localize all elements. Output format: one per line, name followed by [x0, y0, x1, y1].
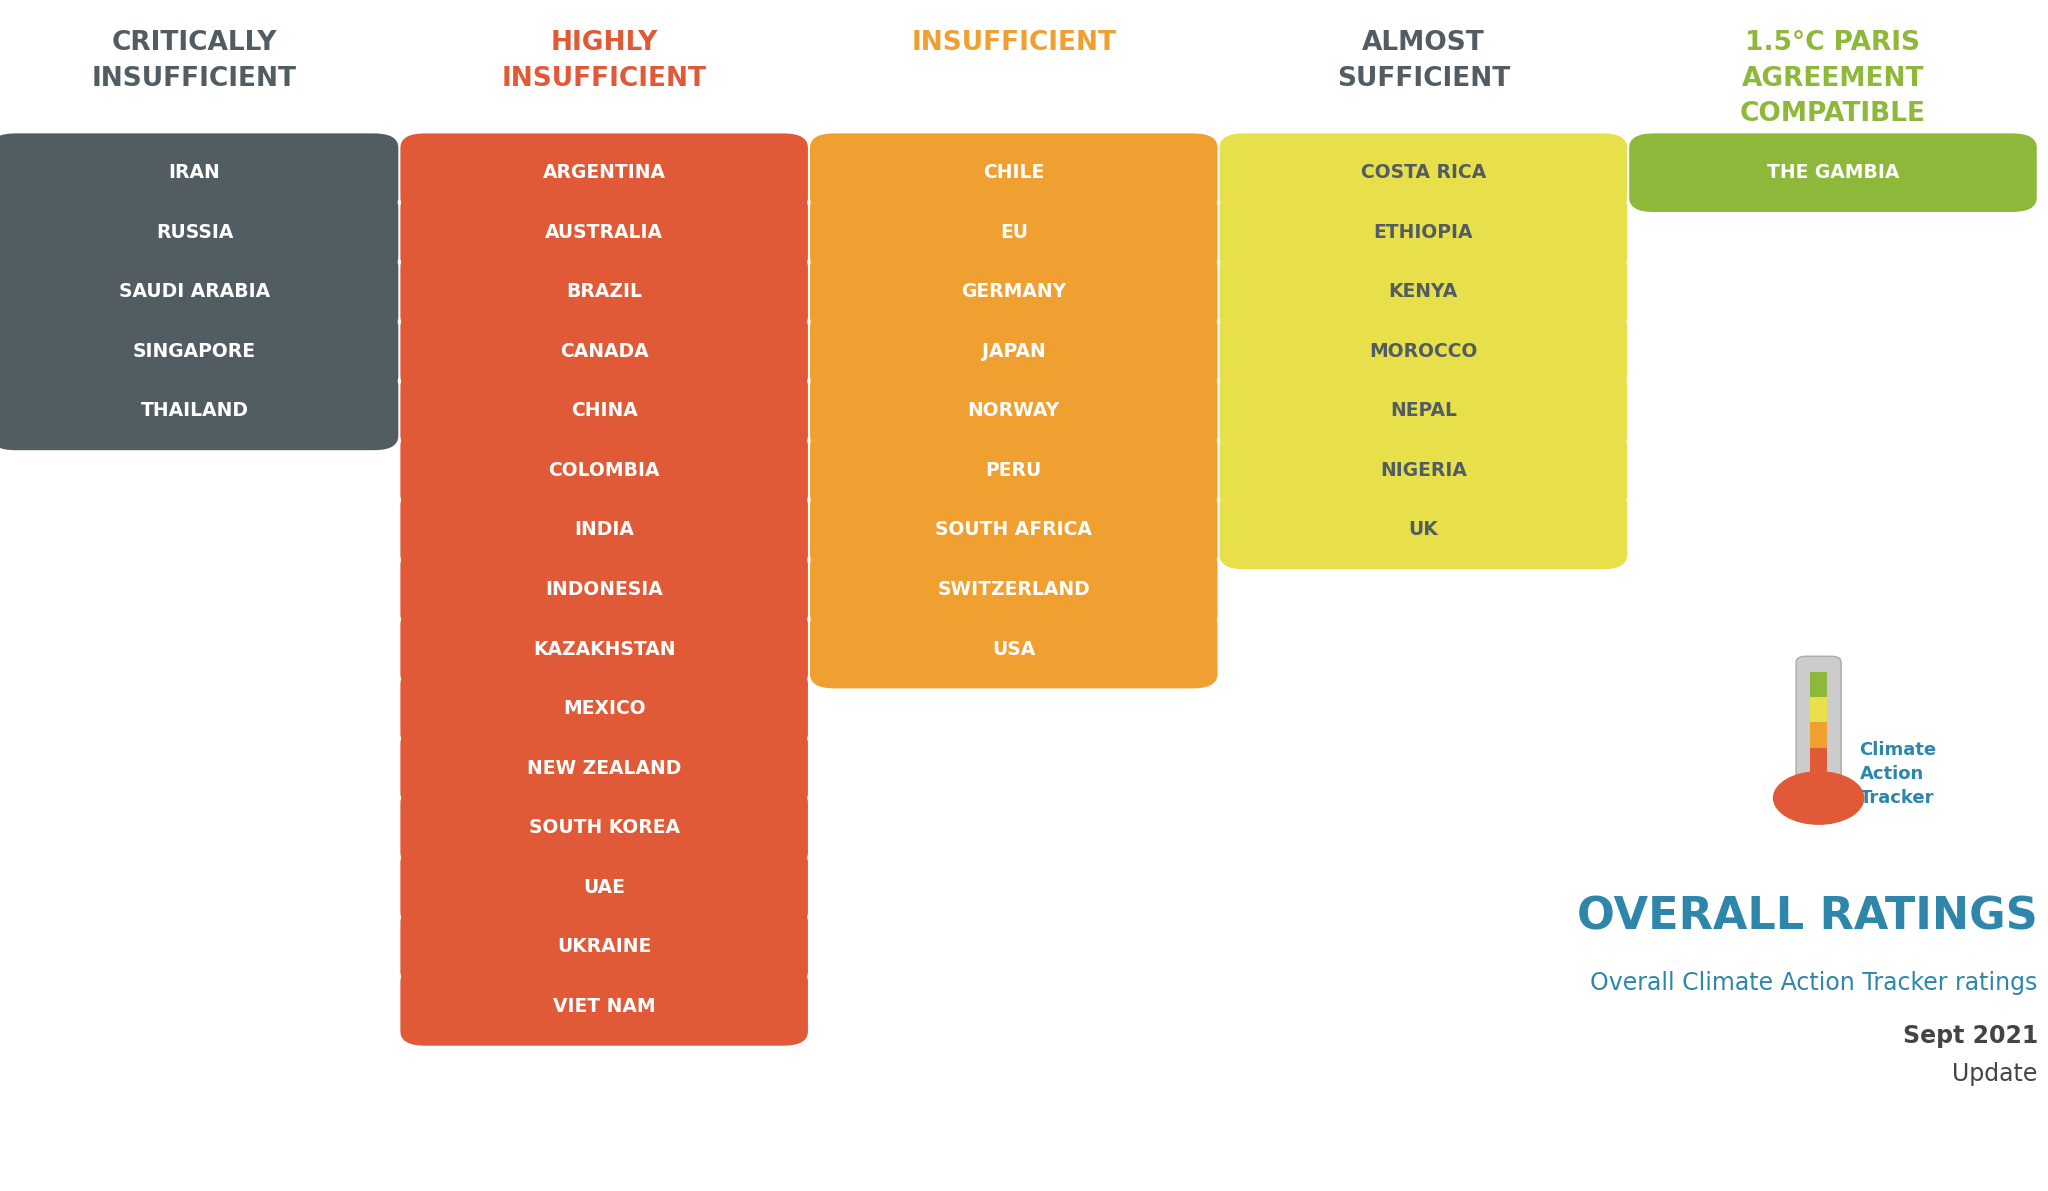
FancyBboxPatch shape	[809, 550, 1217, 629]
Text: Tracker: Tracker	[1860, 788, 1933, 807]
Text: NEPAL: NEPAL	[1391, 401, 1456, 420]
Text: NIGERIA: NIGERIA	[1380, 461, 1466, 480]
Text: INSUFFICIENT: INSUFFICIENT	[911, 30, 1116, 56]
FancyBboxPatch shape	[809, 491, 1217, 569]
FancyBboxPatch shape	[1810, 748, 1827, 773]
Text: ARGENTINA: ARGENTINA	[543, 163, 666, 182]
Text: KAZAKHSTAN: KAZAKHSTAN	[532, 640, 676, 659]
Text: JAPAN: JAPAN	[981, 342, 1047, 361]
Text: SOUTH KOREA: SOUTH KOREA	[528, 818, 680, 837]
FancyBboxPatch shape	[1796, 656, 1841, 781]
FancyBboxPatch shape	[809, 312, 1217, 391]
Text: SOUTH AFRICA: SOUTH AFRICA	[936, 520, 1092, 540]
Text: Sept 2021: Sept 2021	[1903, 1024, 2038, 1048]
FancyBboxPatch shape	[0, 133, 397, 212]
FancyBboxPatch shape	[809, 252, 1217, 331]
Text: COSTA RICA: COSTA RICA	[1360, 163, 1487, 182]
Text: EU: EU	[999, 223, 1028, 242]
Text: MOROCCO: MOROCCO	[1370, 342, 1477, 361]
Text: THAILAND: THAILAND	[141, 401, 248, 420]
Text: UKRAINE: UKRAINE	[557, 937, 651, 956]
FancyBboxPatch shape	[399, 669, 807, 748]
FancyBboxPatch shape	[399, 312, 807, 391]
Text: CRITICALLY: CRITICALLY	[113, 30, 276, 56]
Text: 1.5°C PARIS: 1.5°C PARIS	[1745, 30, 1921, 56]
FancyBboxPatch shape	[1219, 133, 1626, 212]
FancyBboxPatch shape	[399, 491, 807, 569]
FancyBboxPatch shape	[399, 729, 807, 807]
Text: SWITZERLAND: SWITZERLAND	[938, 580, 1090, 599]
Text: UAE: UAE	[584, 878, 625, 897]
Text: GERMANY: GERMANY	[961, 282, 1067, 301]
FancyBboxPatch shape	[399, 908, 807, 986]
FancyBboxPatch shape	[1219, 431, 1626, 510]
Text: Update: Update	[1952, 1062, 2038, 1086]
Text: SAUDI ARABIA: SAUDI ARABIA	[119, 282, 270, 301]
Text: NEW ZEALAND: NEW ZEALAND	[526, 759, 682, 778]
Text: AGREEMENT: AGREEMENT	[1741, 66, 1925, 92]
FancyBboxPatch shape	[1810, 722, 1827, 748]
FancyBboxPatch shape	[809, 372, 1217, 450]
Text: CHINA: CHINA	[571, 401, 637, 420]
FancyBboxPatch shape	[809, 431, 1217, 510]
FancyBboxPatch shape	[1810, 697, 1827, 722]
Text: INDONESIA: INDONESIA	[545, 580, 664, 599]
FancyBboxPatch shape	[0, 372, 397, 450]
FancyBboxPatch shape	[1630, 133, 2036, 212]
FancyBboxPatch shape	[1219, 491, 1626, 569]
FancyBboxPatch shape	[399, 372, 807, 450]
FancyBboxPatch shape	[399, 550, 807, 629]
FancyBboxPatch shape	[399, 610, 807, 688]
FancyBboxPatch shape	[809, 610, 1217, 688]
Text: AUSTRALIA: AUSTRALIA	[545, 223, 664, 242]
Text: USA: USA	[991, 640, 1036, 659]
Text: CHILE: CHILE	[983, 163, 1044, 182]
Text: CANADA: CANADA	[559, 342, 649, 361]
Text: NORWAY: NORWAY	[969, 401, 1059, 420]
FancyBboxPatch shape	[1219, 252, 1626, 331]
Text: HIGHLY: HIGHLY	[551, 30, 657, 56]
Text: PERU: PERU	[985, 461, 1042, 480]
FancyBboxPatch shape	[809, 193, 1217, 272]
FancyBboxPatch shape	[0, 193, 397, 272]
Text: RUSSIA: RUSSIA	[156, 223, 233, 242]
FancyBboxPatch shape	[399, 788, 807, 867]
Text: Overall Climate Action Tracker ratings: Overall Climate Action Tracker ratings	[1591, 971, 2038, 994]
Text: SINGAPORE: SINGAPORE	[133, 342, 256, 361]
Text: COMPATIBLE: COMPATIBLE	[1741, 101, 1925, 127]
Text: Action: Action	[1860, 765, 1923, 784]
FancyBboxPatch shape	[1219, 312, 1626, 391]
Text: Climate: Climate	[1860, 741, 1937, 760]
Text: SUFFICIENT: SUFFICIENT	[1337, 66, 1509, 92]
FancyBboxPatch shape	[399, 848, 807, 927]
Text: THE GAMBIA: THE GAMBIA	[1767, 163, 1898, 182]
Text: BRAZIL: BRAZIL	[565, 282, 643, 301]
FancyBboxPatch shape	[1219, 372, 1626, 450]
FancyBboxPatch shape	[399, 967, 807, 1046]
FancyBboxPatch shape	[399, 133, 807, 212]
Text: INDIA: INDIA	[573, 520, 635, 540]
Text: IRAN: IRAN	[168, 163, 221, 182]
FancyBboxPatch shape	[399, 431, 807, 510]
Text: INSUFFICIENT: INSUFFICIENT	[502, 66, 707, 92]
FancyBboxPatch shape	[0, 252, 397, 331]
Text: KENYA: KENYA	[1389, 282, 1458, 301]
Circle shape	[1774, 772, 1864, 824]
FancyBboxPatch shape	[809, 133, 1217, 212]
Text: COLOMBIA: COLOMBIA	[549, 461, 659, 480]
FancyBboxPatch shape	[1810, 672, 1827, 697]
Text: INSUFFICIENT: INSUFFICIENT	[92, 66, 297, 92]
FancyBboxPatch shape	[399, 252, 807, 331]
Text: MEXICO: MEXICO	[563, 699, 645, 718]
FancyBboxPatch shape	[399, 193, 807, 272]
Text: UK: UK	[1409, 520, 1438, 540]
Text: ETHIOPIA: ETHIOPIA	[1374, 223, 1473, 242]
FancyBboxPatch shape	[0, 312, 397, 391]
Text: OVERALL RATINGS: OVERALL RATINGS	[1577, 896, 2038, 939]
FancyBboxPatch shape	[1219, 193, 1626, 272]
Text: VIET NAM: VIET NAM	[553, 997, 655, 1016]
Text: ALMOST: ALMOST	[1362, 30, 1485, 56]
